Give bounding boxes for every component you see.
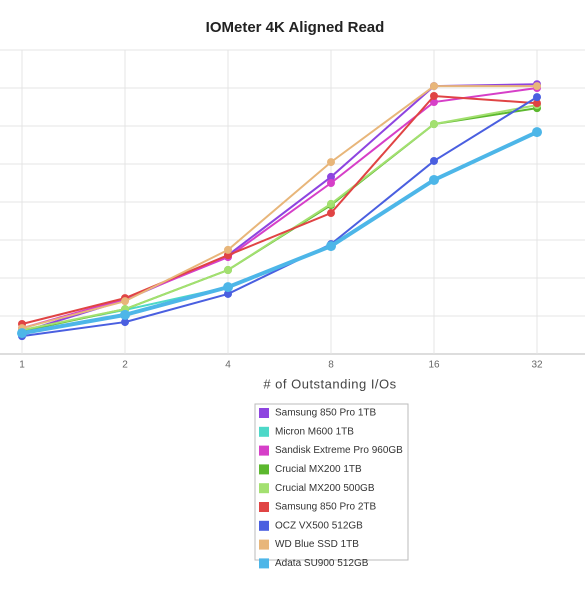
data-point [533,82,541,91]
data-point [224,245,232,254]
legend-swatch [259,445,269,456]
legend-swatch [259,426,269,437]
x-tick-label: 32 [531,360,543,371]
legend-swatch [259,483,269,494]
data-point [120,309,130,320]
legend-label: Adata SU900 512GB [275,558,369,569]
data-point [429,174,439,185]
data-point [327,172,335,181]
data-point [121,318,129,327]
x-tick-label: 1 [19,360,25,371]
data-point [533,99,541,108]
legend-swatch [259,408,269,418]
data-point [430,120,438,129]
legend-swatch [259,502,269,512]
legend-swatch [259,464,269,475]
series-line [21,87,538,330]
data-point [327,199,335,208]
legend-label: WD Blue SSD 1TB [275,539,359,550]
series-line [21,85,537,330]
x-tick-label: 16 [428,360,440,371]
data-point [17,328,27,339]
series-line [21,130,538,336]
legend-label: Samsung 850 Pro 2TB [275,502,376,513]
series-line [21,131,538,332]
data-point [326,241,336,252]
data-point [532,127,542,138]
x-tick-label: 4 [225,360,231,371]
legend-box [254,403,409,561]
series-line [21,104,538,332]
data-point [121,297,129,306]
legend-label: Crucial MX200 1TB [275,464,362,475]
data-point [430,82,438,91]
series-line [21,96,538,338]
legend-label: Micron M600 1TB [275,426,354,437]
legend-swatch [259,520,269,531]
data-point [533,93,541,102]
data-point [327,158,335,167]
legend-label: Crucial MX200 500GB [275,483,375,494]
series-line [21,83,538,333]
x-axis-title: # of Outstanding I/Os [263,376,396,391]
chart-title: IOMeter 4K Aligned Read [206,19,385,36]
legend-label: Samsung 850 Pro 1TB [275,408,376,419]
data-point [327,209,335,218]
data-point [430,156,438,165]
legend-swatch [259,558,269,569]
data-point [430,98,438,107]
legend-label: OCZ VX500 512GB [275,520,363,531]
data-point [224,266,232,275]
legend-label: Sandisk Extreme Pro 960GB [275,445,403,456]
x-tick-label: 8 [328,360,334,371]
legend-swatch [259,539,269,550]
data-point [224,289,232,298]
data-point [223,282,233,293]
data-point [327,179,335,187]
data-point [430,91,438,100]
series-line [21,94,538,325]
x-tick-label: 2 [122,360,128,371]
